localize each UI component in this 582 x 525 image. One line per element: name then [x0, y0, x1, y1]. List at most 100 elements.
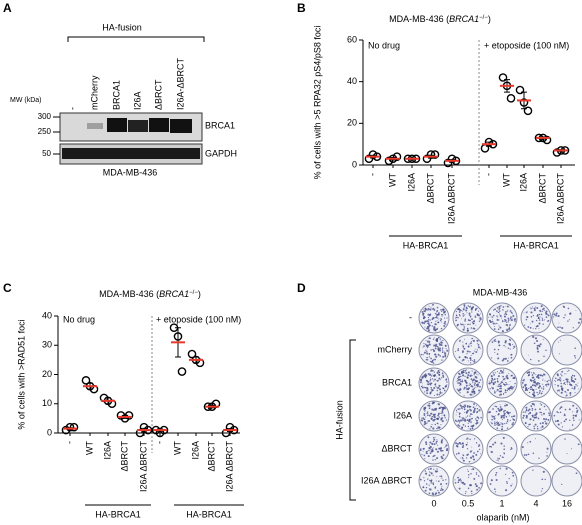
- colony: [423, 386, 426, 388]
- colony: [429, 360, 432, 363]
- colony: [511, 313, 513, 315]
- colony: [428, 305, 430, 307]
- colony: [423, 480, 426, 482]
- colony: [462, 457, 464, 459]
- colony: [423, 315, 425, 318]
- colony: [528, 387, 530, 390]
- colony: [509, 375, 511, 377]
- colony: [491, 415, 493, 417]
- replicate-point: [81, 376, 91, 385]
- colony: [433, 358, 435, 361]
- colony: [429, 391, 432, 394]
- colony: [548, 414, 551, 417]
- colony: [509, 389, 511, 391]
- colony: [470, 425, 473, 427]
- colony: [467, 371, 470, 374]
- well: [551, 302, 582, 334]
- colony: [506, 360, 509, 362]
- colony: [457, 408, 459, 410]
- colony: [558, 322, 560, 324]
- colony: [507, 347, 510, 349]
- x-label: olaparib (nM): [476, 512, 529, 522]
- colony: [472, 411, 475, 414]
- colony: [543, 309, 546, 311]
- colony: [467, 323, 469, 326]
- colony: [475, 324, 477, 326]
- colony: [557, 326, 559, 329]
- colony: [542, 339, 544, 340]
- colony: [494, 421, 496, 423]
- colony: [472, 394, 474, 395]
- colony: [441, 310, 443, 313]
- colony: [560, 406, 563, 409]
- bracket-label: HA-BRCA1: [513, 240, 559, 250]
- colony: [537, 376, 540, 379]
- colony: [499, 314, 502, 318]
- colony: [504, 389, 507, 392]
- x-tick-label: WT: [501, 173, 511, 187]
- colony: [462, 427, 463, 428]
- colony: [474, 382, 476, 384]
- colony: [526, 311, 528, 313]
- colony: [434, 312, 437, 315]
- colony: [458, 313, 461, 316]
- colony: [511, 418, 513, 420]
- colony: [461, 419, 463, 421]
- colony: [440, 449, 443, 452]
- colony: [454, 481, 457, 484]
- colony: [462, 324, 464, 326]
- colony: [463, 305, 466, 308]
- colony: [497, 340, 500, 343]
- colony: [427, 313, 430, 316]
- colony: [532, 384, 534, 386]
- x-tick-label: I26A ΔBRCT: [224, 440, 234, 492]
- colony: [441, 377, 443, 379]
- well-plate: [551, 400, 582, 432]
- x-tick-label: ΔBRCT: [425, 173, 435, 204]
- colony: [537, 417, 540, 420]
- colony: [538, 382, 541, 385]
- colony: [576, 410, 579, 413]
- colony: [545, 349, 547, 351]
- colony: [427, 380, 430, 383]
- colony: [436, 438, 438, 440]
- colony: [475, 308, 477, 310]
- colony: [457, 376, 460, 379]
- colony: [465, 443, 468, 446]
- colony: [478, 409, 481, 412]
- colony: [466, 357, 469, 359]
- colony: [476, 307, 478, 309]
- colony: [430, 472, 433, 475]
- colony: [494, 391, 496, 394]
- colony: [556, 411, 559, 413]
- colony: [431, 492, 434, 495]
- colony: [535, 412, 538, 415]
- colony: [427, 419, 431, 423]
- colony: [471, 318, 473, 320]
- colony: [476, 385, 479, 388]
- colony: [467, 388, 470, 391]
- colony: [532, 452, 535, 455]
- colony: [558, 378, 561, 381]
- colony: [509, 318, 512, 320]
- colony: [430, 417, 433, 419]
- colony: [501, 425, 504, 428]
- colony: [561, 389, 564, 392]
- colony: [508, 477, 510, 480]
- colony: [510, 319, 513, 322]
- colony: [463, 395, 465, 397]
- colony: [429, 428, 431, 430]
- colony: [569, 394, 572, 396]
- colony: [461, 481, 464, 484]
- colony: [425, 387, 426, 389]
- colony: [464, 493, 466, 495]
- colony: [556, 389, 559, 392]
- colony: [496, 315, 498, 317]
- colony: [476, 380, 478, 383]
- colony: [468, 460, 471, 463]
- colony: [511, 388, 514, 390]
- colony: [510, 353, 513, 356]
- well: [418, 433, 450, 465]
- colony: [462, 344, 464, 346]
